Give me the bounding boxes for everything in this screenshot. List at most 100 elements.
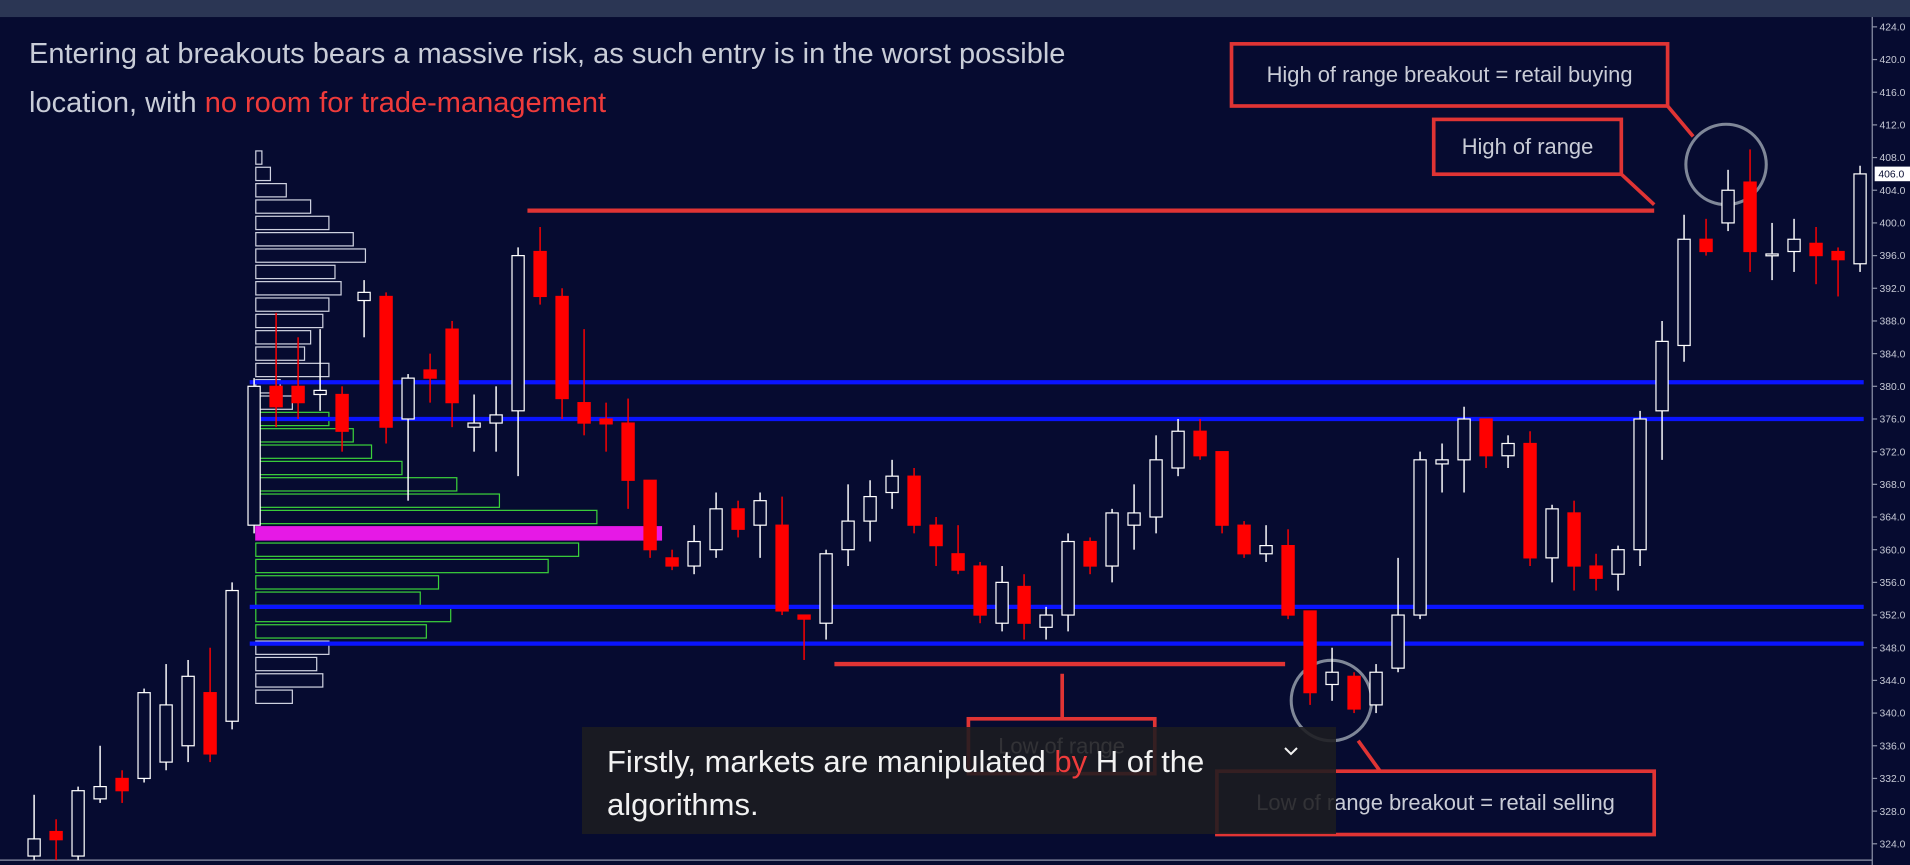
candle-body bbox=[731, 508, 745, 530]
candle-body bbox=[423, 369, 437, 379]
y-tick-label: 416.0 bbox=[1880, 88, 1906, 99]
candle-body bbox=[1611, 549, 1625, 575]
candle-body bbox=[1655, 340, 1669, 412]
candle-body bbox=[1017, 585, 1031, 624]
candle-body bbox=[1039, 614, 1053, 628]
candle-body bbox=[841, 520, 855, 551]
candle-body bbox=[291, 385, 305, 404]
candle-body bbox=[1281, 545, 1295, 616]
candle-body bbox=[973, 565, 987, 616]
candle-body bbox=[1479, 418, 1493, 457]
last-price-label: 406.0 bbox=[1878, 170, 1904, 181]
candle-body bbox=[555, 295, 569, 400]
profile-bar bbox=[255, 232, 354, 247]
annotation-connector bbox=[1356, 739, 1382, 773]
y-tick-label: 424.0 bbox=[1880, 23, 1906, 34]
y-tick-label: 404.0 bbox=[1880, 186, 1906, 197]
y-tick-label: 356.0 bbox=[1880, 578, 1906, 589]
candle-body bbox=[269, 385, 283, 408]
y-tick-label: 412.0 bbox=[1880, 121, 1906, 132]
title-highlight: no room for trade-management bbox=[204, 87, 607, 119]
candle-body bbox=[357, 291, 371, 302]
annotation-text: High of range bbox=[1462, 134, 1594, 159]
candle-body bbox=[1193, 430, 1207, 457]
candle-body bbox=[1831, 250, 1845, 261]
y-tick-label: 396.0 bbox=[1880, 251, 1906, 262]
title: Entering at breakouts bears a massive ri… bbox=[29, 30, 1229, 128]
candle-body bbox=[1567, 512, 1581, 567]
candle-body bbox=[1369, 671, 1383, 706]
candle-body bbox=[71, 790, 85, 857]
candle-body bbox=[599, 418, 613, 425]
annotation-box bbox=[1431, 117, 1624, 177]
candle-body bbox=[1259, 545, 1273, 555]
candle-body bbox=[1457, 418, 1471, 461]
candle-body bbox=[159, 704, 173, 763]
caption-text: H of the bbox=[1087, 744, 1205, 779]
title-text: Entering at breakouts bears a massive ri… bbox=[29, 38, 1066, 70]
caption-text: Firstly, markets are manipulated bbox=[607, 744, 1055, 779]
expand-button[interactable] bbox=[1282, 745, 1300, 757]
candle-body bbox=[995, 581, 1009, 624]
caption: Firstly, markets are manipulated by H of… bbox=[582, 727, 1336, 834]
y-tick-label: 324.0 bbox=[1880, 839, 1906, 850]
profile-bar bbox=[255, 575, 440, 590]
candle-body bbox=[885, 475, 899, 494]
candle-body bbox=[533, 250, 547, 298]
caption-text: algorithms. bbox=[607, 787, 759, 822]
profile-bar bbox=[255, 346, 306, 361]
candle-body bbox=[1237, 524, 1251, 555]
profile-bar bbox=[255, 264, 336, 280]
y-tick-label: 384.0 bbox=[1880, 349, 1906, 360]
profile-bar bbox=[255, 297, 330, 312]
y-tick-label: 348.0 bbox=[1880, 643, 1906, 654]
candle-body bbox=[1523, 442, 1537, 559]
candle-body bbox=[1325, 671, 1339, 686]
candle-body bbox=[225, 589, 239, 722]
candle-body bbox=[1303, 610, 1317, 694]
caption-highlight: by bbox=[1054, 744, 1088, 779]
candle-body bbox=[1853, 173, 1867, 265]
y-tick-label: 352.0 bbox=[1880, 611, 1906, 622]
candle-body bbox=[1633, 418, 1647, 551]
candle-body bbox=[753, 500, 767, 526]
y-tick-label: 360.0 bbox=[1880, 545, 1906, 556]
y-tick-label: 400.0 bbox=[1880, 219, 1906, 230]
profile-bar bbox=[255, 673, 324, 688]
candle-body bbox=[1677, 238, 1691, 347]
candle-body bbox=[929, 524, 943, 547]
profile-bar bbox=[255, 558, 549, 574]
candle-body bbox=[1413, 459, 1427, 616]
candle-body bbox=[797, 614, 811, 620]
candle-body bbox=[203, 692, 217, 755]
candle-body bbox=[489, 414, 503, 424]
candle-body bbox=[643, 479, 657, 551]
candle-body bbox=[1127, 512, 1141, 526]
profile-bar bbox=[255, 656, 318, 672]
y-tick-label: 340.0 bbox=[1880, 709, 1906, 720]
profile-bar bbox=[255, 624, 427, 639]
profile-bar bbox=[255, 150, 263, 165]
profile-bar bbox=[255, 199, 312, 214]
candle-body bbox=[1721, 189, 1735, 224]
candle-body bbox=[1347, 675, 1361, 710]
candle-body bbox=[1501, 442, 1515, 457]
profile-bar bbox=[255, 215, 330, 231]
last-price-tag bbox=[1874, 166, 1910, 182]
candle-body bbox=[511, 254, 525, 412]
candle-body bbox=[335, 393, 349, 432]
candle-body bbox=[115, 777, 129, 792]
candle-body bbox=[1545, 508, 1559, 559]
candle-body bbox=[709, 508, 723, 551]
y-tick-label: 392.0 bbox=[1880, 284, 1906, 295]
candle-body bbox=[1765, 253, 1779, 257]
candle-body bbox=[137, 692, 151, 780]
y-tick-label: 376.0 bbox=[1880, 415, 1906, 426]
y-tick-label: 336.0 bbox=[1880, 741, 1906, 752]
y-tick-label: 408.0 bbox=[1880, 153, 1906, 164]
candle-body bbox=[1589, 565, 1603, 579]
profile-bar bbox=[255, 640, 330, 655]
candle-body bbox=[379, 295, 393, 428]
